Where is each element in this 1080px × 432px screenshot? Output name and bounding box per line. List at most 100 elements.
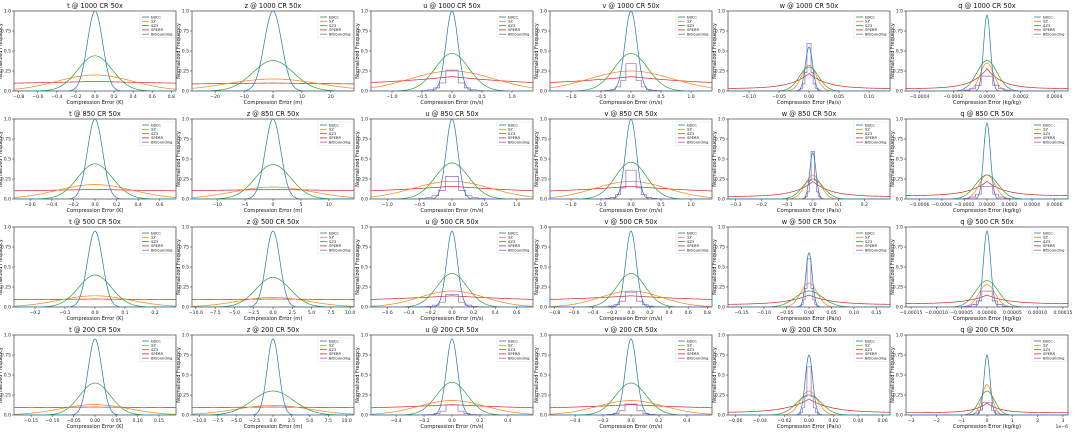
x-tick-label: −0.05 <box>772 94 786 100</box>
y-tick-label: 0.5 <box>896 157 903 163</box>
x-axis-label: Compression Error (m/s) <box>599 208 662 214</box>
legend-label-ebcc: EBCC <box>329 231 339 235</box>
x-tick-label: −0.2 <box>597 418 608 424</box>
legend-label-sperr: SPERR <box>508 244 520 248</box>
y-axis-label: Normalized Frequency <box>176 347 182 403</box>
subplot-9: u @ 850 CR 50x 0.0 0.25 0.5 0.75 1.0 −1.0 −0.5 0… <box>355 110 534 214</box>
y-tick-label: 1.0 <box>540 225 547 231</box>
y-tick-label: 0.25 <box>893 393 903 399</box>
subplot-title: v @ 1000 CR 50x <box>602 2 659 10</box>
y-axis-label: Normalized Frequency <box>534 23 540 79</box>
x-tick-label: 0.8 <box>168 94 175 100</box>
subplot-title: z @ 850 CR 50x <box>247 110 300 118</box>
legend-label-sperr: SPERR <box>329 28 341 32</box>
series-line-sperr <box>371 404 533 409</box>
y-axis-label: Normalized Frequency <box>534 131 540 187</box>
legend-label-ebcc: EBCC <box>508 123 518 127</box>
legend-box <box>317 229 354 254</box>
legend-label-ebcc: EBCC <box>1043 231 1053 235</box>
subplot-title: z @ 200 CR 50x <box>247 326 300 334</box>
legend-label-sperr: SPERR <box>865 28 877 32</box>
y-tick-label: 0.75 <box>358 245 368 251</box>
x-tick-label: −0.10 <box>742 94 756 100</box>
legend-label-bitrounding: Bitrounding <box>1043 141 1064 145</box>
subplot-15: u @ 500 CR 50x 0.0 0.25 0.5 0.75 1.0 −0.6 −0.4 −… <box>355 218 534 322</box>
x-tick-label: −0.0004 <box>910 94 930 100</box>
legend-label-bitrounding: Bitrounding <box>329 249 350 253</box>
y-axis-label: Normalized Frequency <box>355 131 361 187</box>
legend-label-ebcc: EBCC <box>1043 339 1053 343</box>
subplot-22: v @ 200 CR 50x 0.0 0.25 0.5 0.75 1.0 −0.4 −0.2 0… <box>534 326 713 430</box>
y-axis-label: Normalized Frequency <box>890 131 896 187</box>
subplot-title: q @ 850 CR 50x <box>960 110 1013 118</box>
legend-label-bitrounding: Bitrounding <box>508 141 529 145</box>
x-tick-label: 0.10 <box>849 310 859 316</box>
legend-label-sperr: SPERR <box>329 136 341 140</box>
y-axis-label: Normalized Frequency <box>0 347 4 403</box>
legend-label-sz: SZ <box>329 344 334 348</box>
x-tick-label: 7.5 <box>327 310 334 316</box>
legend-label-sz: SZ <box>687 128 692 132</box>
y-tick-label: 0.25 <box>537 285 547 291</box>
legend-box <box>139 121 176 146</box>
series-line-ebcc <box>14 230 176 307</box>
x-tick-label: −0.00010 <box>925 310 948 316</box>
y-tick-label: 0.0 <box>540 197 547 203</box>
legend-label-sz: SZ <box>687 20 692 24</box>
legend-label-bitrounding: Bitrounding <box>1043 249 1064 253</box>
y-tick-label: 0.5 <box>540 373 547 379</box>
y-tick-label: 0.75 <box>893 29 903 35</box>
series-line-sz <box>192 78 354 89</box>
x-tick-label: 0.4 <box>135 202 142 208</box>
series-line-sperr <box>14 406 176 409</box>
y-tick-label: 0.5 <box>182 49 189 55</box>
y-tick-label: 0.75 <box>893 245 903 251</box>
legend-box <box>1031 337 1068 362</box>
legend-label-ebcc: EBCC <box>151 123 161 127</box>
series-line-sperr <box>550 295 712 300</box>
y-tick-label: 0.75 <box>537 29 547 35</box>
legend-box <box>675 121 712 146</box>
y-tick-label: 0.75 <box>715 29 725 35</box>
series-line-sz3 <box>906 280 1068 307</box>
legend-label-sperr: SPERR <box>508 136 520 140</box>
x-tick-label: 0.2 <box>476 418 483 424</box>
legend-box <box>139 229 176 254</box>
legend-label-sperr: SPERR <box>1043 244 1055 248</box>
x-tick-label: −7.5 <box>210 310 221 316</box>
legend-label-ebcc: EBCC <box>151 15 161 19</box>
y-tick-label: 0.25 <box>1 177 11 183</box>
x-tick-label: −5.0 <box>229 310 240 316</box>
plot-area <box>550 338 712 415</box>
y-axis-label: Normalized Frequency <box>712 347 718 403</box>
legend-label-ebcc: EBCC <box>865 123 875 127</box>
x-tick-label: 2.5 <box>289 310 296 316</box>
x-tick-label: 0.0004 <box>1024 202 1040 208</box>
legend-label-sperr: SPERR <box>865 352 877 356</box>
series-line-sz <box>14 295 176 307</box>
x-tick-label: 10 <box>299 94 305 100</box>
x-tick-label: −0.10 <box>45 418 59 424</box>
legend-label-bitrounding: Bitrounding <box>151 249 172 253</box>
y-tick-label: 0.5 <box>896 373 903 379</box>
legend-box <box>139 337 176 362</box>
y-tick-label: 0.0 <box>361 413 368 419</box>
x-tick-label: 0.0 <box>448 202 455 208</box>
y-tick-label: 0.5 <box>540 157 547 163</box>
y-tick-label: 0.0 <box>540 413 547 419</box>
series-line-sz <box>906 62 1068 91</box>
x-tick-label: 0.0 <box>448 310 455 316</box>
series-line-sz <box>14 74 176 90</box>
series-line-sz <box>550 70 712 89</box>
legend-box <box>853 229 890 254</box>
y-tick-label: 0.25 <box>715 69 725 75</box>
x-tick-label: −1.0 <box>386 94 397 100</box>
x-tick-label: 0.5 <box>481 202 488 208</box>
legend-label-sz3: SZ3 <box>508 240 516 244</box>
y-tick-label: 1.0 <box>361 333 368 339</box>
y-tick-label: 0.5 <box>361 373 368 379</box>
y-tick-label: 0.0 <box>896 89 903 95</box>
y-axis-label: Normalized Frequency <box>176 239 182 295</box>
x-tick-label: 0 <box>272 202 275 208</box>
